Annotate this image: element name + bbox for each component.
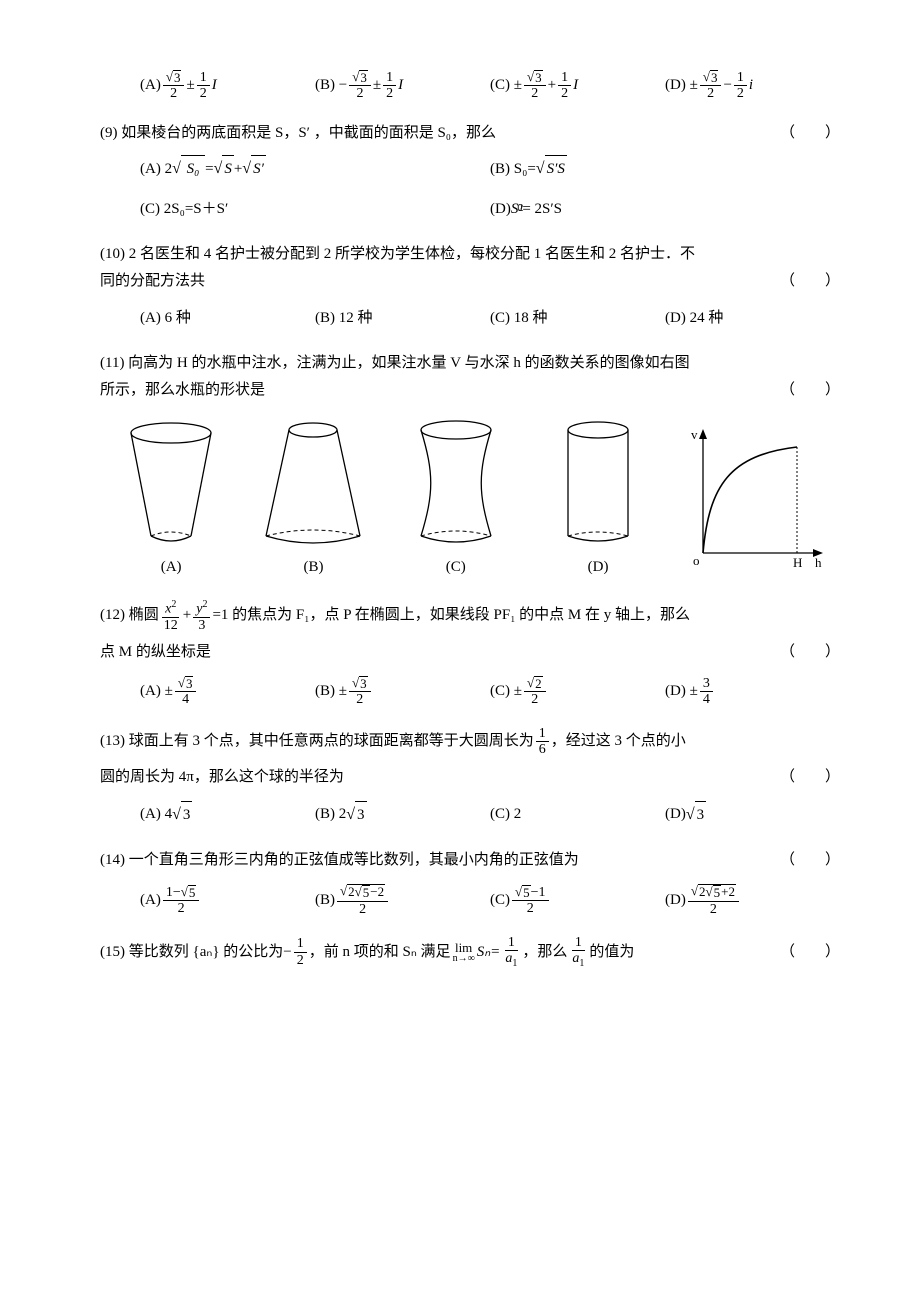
q10-opt-b: (B) 12 种 [315, 305, 490, 332]
q15-stem: (15) 等比数列 {aₙ} 的公比为− 12 ，前 n 项的和 Sₙ 满足 l… [100, 935, 840, 969]
answer-paren: （ ） [780, 268, 840, 295]
q9-opt-b: (B) S₀= √S′S [490, 155, 840, 184]
answer-paren: （ ） [780, 120, 840, 147]
shape-a: (A) [100, 418, 242, 581]
q13-options: (A) 4√3 (B) 2√3 (C) 2 (D) √3 [140, 801, 840, 830]
shape-b: (B) [242, 418, 384, 581]
q10-opt-c: (C) 18 种 [490, 305, 665, 332]
q14-opt-b: (B) √2√5−22 [315, 884, 490, 917]
q13-opt-c: (C) 2 [490, 801, 665, 828]
q11-stem: (11) 向高为 H 的水瓶中注水，注满为止，如果注水量 V 与水深 h 的函数… [100, 350, 840, 404]
opt-label: (D) ± [665, 72, 698, 99]
shape-d: (D) [527, 418, 669, 581]
q12-stem: (12) 椭圆 x212 + y23 =1 的焦点为 F₁，点 P 在椭圆上，如… [100, 599, 840, 633]
q14-stem: (14) 一个直角三角形三内角的正弦值成等比数列，其最小内角的正弦值为 （ ） [100, 847, 840, 874]
q9-opt-c: (C) 2S₀=S＋S′ [140, 196, 490, 223]
answer-paren: （ ） [780, 847, 840, 874]
axis-H-label: H [793, 555, 802, 570]
q12-opt-b: (B) ± √32 [315, 676, 490, 708]
opt-label: (B) − [315, 72, 347, 99]
q8-opt-d: (D) ± √32 − 12 i [665, 70, 840, 102]
q14-opt-c: (C) √5−12 [490, 885, 665, 917]
q9-options: (A) 2 √ S₀ = √S + √S′ (B) S₀= √S′S (C) 2… [140, 155, 840, 223]
q12-opt-d: (D) ± 34 [665, 676, 840, 708]
q8-options: (A) √32 ± 12 I (B) − √32 ± 12 I (C) ± √3… [140, 70, 840, 102]
q11-figures: (A) (B) (C) (D) [100, 418, 840, 581]
vh-graph: v h o H [669, 425, 840, 581]
q8-opt-b: (B) − √32 ± 12 I [315, 70, 490, 102]
q12-opt-a: (A) ± √34 [140, 676, 315, 708]
q13-stem2: 圆的周长为 4π，那么这个球的半径为 （ ） [100, 764, 840, 791]
q14-opt-a: (A) 1−√52 [140, 885, 315, 917]
answer-paren: （ ） [780, 377, 840, 404]
shape-c: (C) [385, 418, 527, 581]
q12-opt-c: (C) ± √22 [490, 676, 665, 708]
axis-v-label: v [691, 427, 698, 442]
answer-paren: （ ） [780, 939, 840, 966]
q13-opt-a: (A) 4√3 [140, 801, 315, 830]
q10-opt-d: (D) 24 种 [665, 305, 840, 332]
q10-stem: (10) 2 名医生和 4 名护士被分配到 2 所学校为学生体检，每校分配 1 … [100, 241, 840, 295]
answer-paren: （ ） [780, 764, 840, 791]
q10-opt-a: (A) 6 种 [140, 305, 315, 332]
q9-stem: (9) 如果棱台的两底面积是 S，S′ ，中截面的面积是 S₀，那么 （ ） [100, 120, 840, 147]
answer-paren: （ ） [780, 639, 840, 666]
q13-opt-d: (D) √3 [665, 801, 840, 830]
q12-options: (A) ± √34 (B) ± √32 (C) ± √22 (D) ± 34 [140, 676, 840, 708]
axis-h-label: h [815, 555, 822, 570]
q14-opt-d: (D) √2√5+22 [665, 884, 840, 917]
q9-opt-a: (A) 2 √ S₀ = √S + √S′ [140, 155, 490, 184]
q8-opt-c: (C) ± √32 + 12 I [490, 70, 665, 102]
axis-origin-label: o [693, 553, 700, 568]
q9-opt-d: (D) S20 = 2S′S [490, 196, 840, 223]
q13-opt-b: (B) 2√3 [315, 801, 490, 830]
q14-options: (A) 1−√52 (B) √2√5−22 (C) √5−12 (D) √2√5… [140, 884, 840, 917]
opt-label: (C) ± [490, 72, 522, 99]
q12-stem2: 点 M 的纵坐标是 （ ） [100, 639, 840, 666]
opt-label: (A) [140, 72, 161, 99]
q8-opt-a: (A) √32 ± 12 I [140, 70, 315, 102]
q13-stem: (13) 球面上有 3 个点，其中任意两点的球面距离都等于大圆周长为 16 ，经… [100, 726, 840, 758]
q10-options: (A) 6 种 (B) 12 种 (C) 18 种 (D) 24 种 [140, 305, 840, 332]
